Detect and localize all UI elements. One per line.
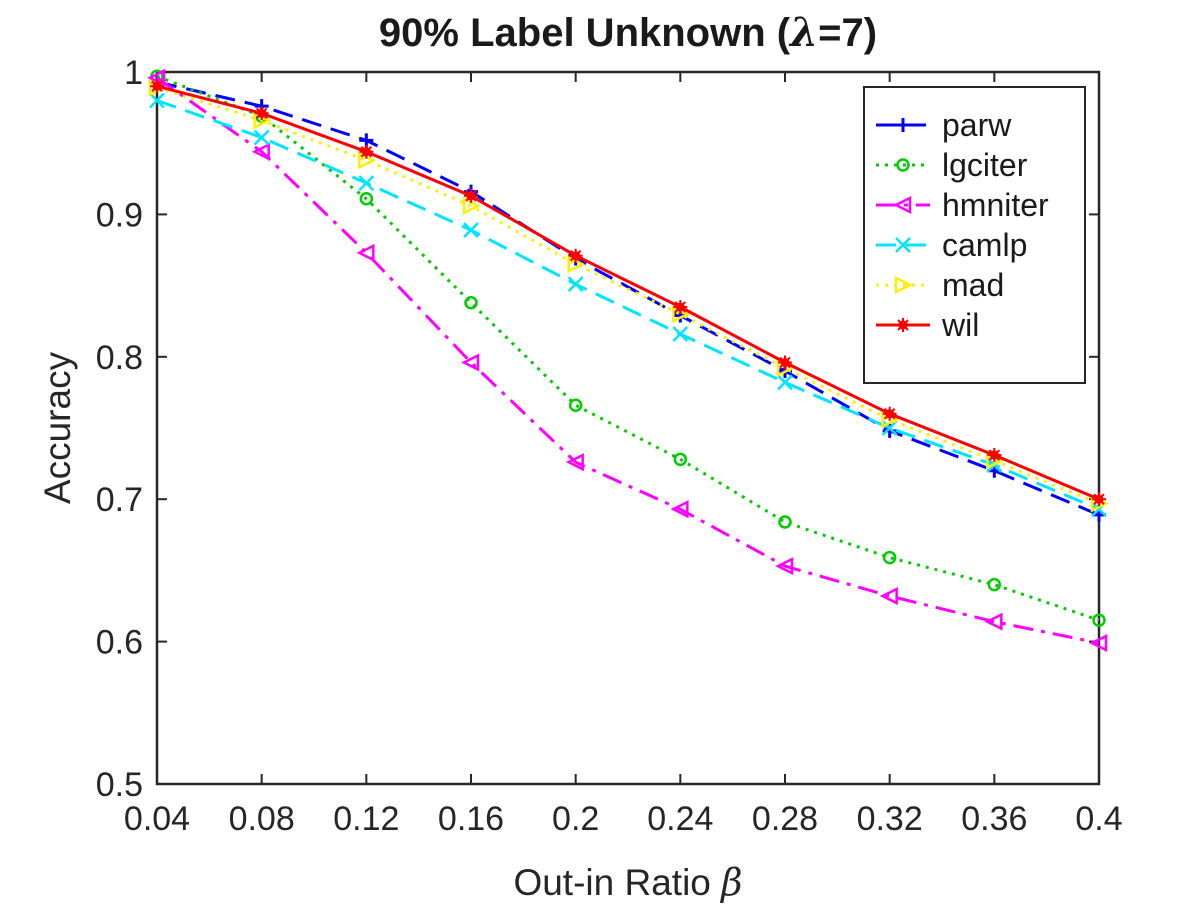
- x-tick-label: 0.36: [961, 800, 1027, 838]
- series-line-wil: [156, 84, 1100, 501]
- data-point-wil-star: [568, 248, 583, 263]
- data-point-camlp: [777, 374, 793, 391]
- data-point-wil-star: [254, 106, 269, 121]
- x-tick-label: 0.28: [752, 800, 818, 838]
- data-point-camlp: [149, 92, 165, 109]
- chart-title-symbol: λ: [788, 9, 818, 56]
- chart-title-suffix: =7): [818, 11, 877, 55]
- data-point-hmniter: [984, 612, 1003, 631]
- data-point-lgciter: [882, 550, 897, 565]
- y-tick-label: 0.7: [96, 481, 143, 519]
- legend-marker-hmniter: [893, 195, 912, 215]
- legend-label-wil: wil: [941, 307, 979, 343]
- legend-marker-wil-star: [896, 318, 910, 332]
- data-point-wil-star: [150, 79, 164, 94]
- data-point-hmniter: [461, 353, 480, 372]
- data-point-lgciter: [778, 515, 792, 529]
- chart-title-prefix: 90% Label Unknown (: [379, 11, 791, 55]
- x-tick-label: 0.4: [1075, 800, 1122, 838]
- x-tick-label: 0.04: [124, 800, 190, 838]
- data-point-lgciter: [359, 191, 374, 206]
- x-axis-label: Out-in Ratio β: [513, 861, 742, 904]
- data-point-wil-star: [464, 188, 478, 203]
- series-line-parw: [156, 80, 1100, 517]
- data-point-wil-star: [359, 144, 374, 159]
- data-point-wil-star: [882, 406, 897, 421]
- series-line-mad: [156, 86, 1100, 505]
- legend-label-lgciter: lgciter: [942, 147, 1028, 183]
- x-tick-label: 0.2: [552, 800, 599, 838]
- data-point-hmniter: [356, 243, 375, 262]
- y-tick-label: 0.9: [96, 196, 143, 234]
- data-point-lgciter: [568, 398, 583, 412]
- series-line-hmniter: [156, 76, 1100, 645]
- x-tick-label: 0.32: [857, 800, 923, 838]
- x-tick-label: 0.16: [438, 800, 504, 838]
- chart-title: 90% Label Unknown (λ=7): [379, 9, 877, 56]
- x-tick-label: 0.24: [647, 800, 713, 838]
- data-point-lgciter: [464, 295, 478, 310]
- data-point-camlp: [253, 129, 270, 146]
- data-point-lgciter: [673, 452, 688, 467]
- legend-box: [863, 86, 1086, 384]
- data-point-hmniter: [1089, 634, 1108, 653]
- data-point-wil-star: [778, 355, 792, 370]
- data-point-hmniter: [251, 142, 270, 161]
- data-point-wil-star: [1092, 492, 1106, 507]
- legend-marker-camlp: [895, 237, 911, 253]
- data-point-hmniter: [670, 500, 689, 519]
- data-point-wil-star: [987, 448, 1002, 463]
- plot-area: 0.04 0.08 0.12 0.16 0.2 0.24 0.28 0.32 0.36 0.4 0.…: [96, 54, 1123, 838]
- x-axis-label-text: Out-in Ratio: [513, 862, 721, 903]
- y-tick-label: 0.6: [96, 624, 143, 662]
- y-axis-label: Accuracy: [37, 351, 78, 504]
- data-point-wil-star: [673, 299, 688, 314]
- series-line-camlp: [156, 99, 1100, 511]
- legend-label-camlp: camlp: [942, 227, 1027, 263]
- data-point-lgciter: [1092, 613, 1106, 627]
- data-point-camlp: [463, 222, 479, 238]
- data-point-camlp: [672, 326, 689, 342]
- data-point-hmniter: [775, 557, 794, 576]
- x-tick-label: 0.08: [229, 800, 295, 838]
- legend-marker-parw: [896, 118, 910, 132]
- data-point-camlp: [567, 276, 584, 293]
- data-point-hmniter: [879, 587, 898, 606]
- x-axis-label-symbol: β: [719, 861, 742, 904]
- y-tick-label: 0.8: [96, 339, 143, 377]
- legend-marker-mad: [894, 275, 913, 295]
- data-point-camlp: [881, 420, 898, 436]
- legend-label-parw: parw: [942, 107, 1012, 143]
- legend-label-hmniter: hmniter: [942, 187, 1049, 223]
- data-point-parw: [882, 423, 897, 438]
- y-tick-label: 1: [124, 54, 143, 92]
- legend: parw lgciter hmniter camlp mad wil: [863, 86, 1086, 384]
- data-point-lgciter: [987, 577, 1002, 592]
- x-tick-label: 0.12: [333, 800, 399, 838]
- y-tick-label: 0.5: [96, 766, 143, 804]
- legend-label-mad: mad: [942, 267, 1004, 303]
- data-point-hmniter: [565, 453, 584, 472]
- data-point-camlp: [358, 175, 375, 191]
- legend-marker-lgciter: [896, 158, 910, 172]
